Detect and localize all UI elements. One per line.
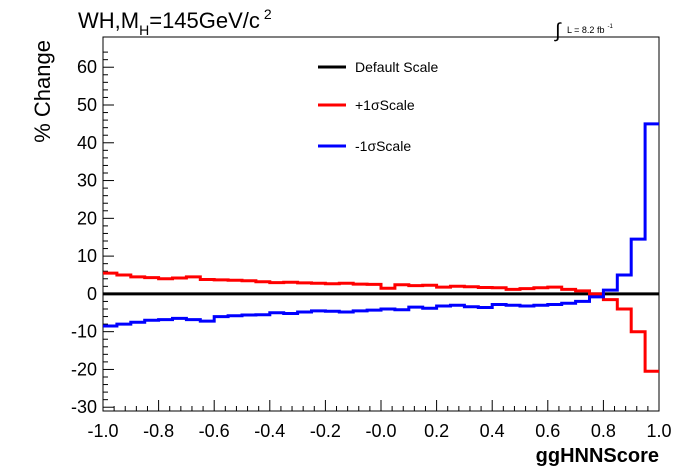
y-tick-label: -30 [71,397,97,417]
chart-title: WH,MH=145GeV/c 2 [78,6,272,38]
integral-symbol: ∫ [554,20,562,42]
y-tick-label: 50 [77,95,97,115]
series-minus1sigma-scale [103,122,659,328]
legend-label-minus1sigma: -1σScale [355,138,411,154]
plot-frame [102,36,660,412]
x-tick-label: 0.4 [480,421,505,441]
x-tick-label: 0.6 [535,421,560,441]
x-tick-label: -0.2 [310,421,341,441]
x-tick-label: -0.6 [199,421,230,441]
luminosity-text: L = 8.2 fb -1 [567,24,613,35]
y-tick-label: 60 [77,57,97,77]
legend-label-plus1sigma: +1σScale [355,97,415,113]
y-tick-label: -10 [71,322,97,342]
y-axis-label: % Change [30,40,55,143]
x-tick-label: 1.0 [646,421,671,441]
y-tick-label: 40 [77,133,97,153]
y-tick-label: 20 [77,208,97,228]
y-tick-label: 0 [87,284,97,304]
x-axis-label: ggHNNScore [536,445,659,467]
x-tick-label: -0.8 [143,421,174,441]
x-tick-label: 0.2 [424,421,449,441]
x-axis: -1.0 -0.8 -0.6 -0.4 -0.2 -0.0 0.2 0.4 0.6 0.8 1.0 [87,400,672,441]
legend: Default Scale +1σScale -1σScale [318,59,438,154]
y-tick-label: 10 [77,246,97,266]
y-tick-label: -20 [71,359,97,379]
x-tick-label: 0.8 [591,421,616,441]
series-plus1sigma-scale [103,271,659,373]
x-tick-label: -0.4 [254,421,285,441]
y-axis: -30 -20 -10 0 10 20 30 40 50 60 [71,51,114,417]
x-tick-label: -1.0 [87,421,118,441]
series-layer [103,122,659,373]
x-tick-label: -0.0 [365,421,396,441]
legend-label-default: Default Scale [355,59,438,75]
luminosity-label: ∫ L = 8.2 fb -1 [554,20,613,42]
y-tick-label: 30 [77,171,97,191]
